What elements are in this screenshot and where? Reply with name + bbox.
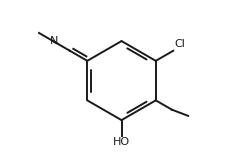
Text: HO: HO <box>112 137 130 147</box>
Text: N: N <box>49 36 58 46</box>
Text: Cl: Cl <box>173 39 184 49</box>
